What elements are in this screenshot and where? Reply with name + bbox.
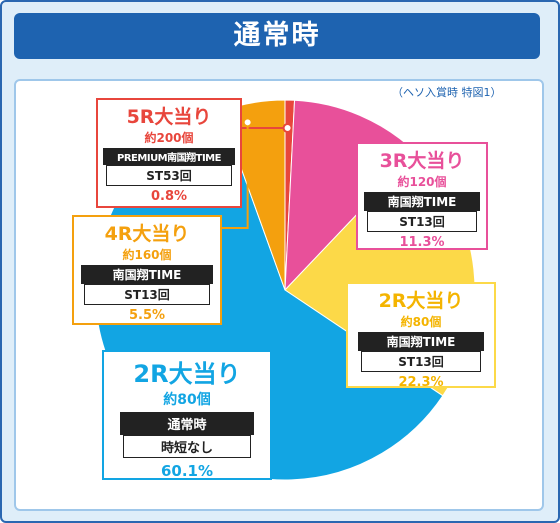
label-5r-mode: PREMIUM南国翔TIME — [103, 148, 235, 165]
label-3r-st: ST13回 — [367, 211, 477, 232]
label-2r-normal-st: 時短なし — [123, 435, 251, 458]
label-3r-percent: 11.3% — [399, 235, 445, 250]
label-3r-name: 3R大当り — [379, 150, 465, 172]
chart-note: （ヘソ入賞時 特図1） — [392, 86, 502, 99]
label-3r-mode: 南国翔TIME — [364, 192, 480, 211]
page-title: 通常時 — [14, 13, 540, 59]
label-5r-count: 約200個 — [144, 131, 194, 145]
label-5r: 5R大当り 約200個 PREMIUM南国翔TIME ST53回 0.8% — [96, 98, 242, 208]
label-2r-st-st: ST13回 — [361, 351, 481, 372]
label-2r-normal-percent: 60.1% — [160, 462, 214, 480]
label-3r: 3R大当り 約120個 南国翔TIME ST13回 11.3% — [356, 142, 488, 250]
label-2r-normal-count: 約80個 — [163, 392, 211, 408]
label-4r-percent: 5.5% — [128, 308, 166, 323]
label-2r-st-mode: 南国翔TIME — [358, 332, 484, 351]
label-3r-count: 約120個 — [397, 175, 447, 189]
label-4r-mode: 南国翔TIME — [81, 265, 213, 284]
label-5r-percent: 0.8% — [150, 189, 188, 204]
leader-4r-dot — [242, 117, 253, 128]
label-4r-name: 4R大当り — [104, 223, 190, 245]
label-2r-normal-mode: 通常時 — [120, 412, 254, 435]
label-2r-st-count: 約80個 — [400, 315, 442, 329]
label-2r-normal-name: 2R大当り — [133, 360, 241, 388]
label-5r-st: ST53回 — [106, 165, 232, 186]
leader-5r-dot — [282, 123, 293, 133]
label-4r-st: ST13回 — [84, 284, 210, 305]
label-2r-st: 2R大当り 約80個 南国翔TIME ST13回 22.3% — [346, 282, 496, 390]
label-4r: 4R大当り 約160個 南国翔TIME ST13回 5.5% — [72, 215, 222, 325]
label-2r-st-name: 2R大当り — [378, 290, 464, 312]
label-5r-name: 5R大当り — [126, 106, 212, 128]
label-4r-count: 約160個 — [122, 248, 172, 262]
label-2r-normal: 2R大当り 約80個 通常時 時短なし 60.1% — [102, 350, 272, 480]
label-2r-st-percent: 22.3% — [398, 375, 444, 390]
leader-4r — [222, 122, 249, 229]
